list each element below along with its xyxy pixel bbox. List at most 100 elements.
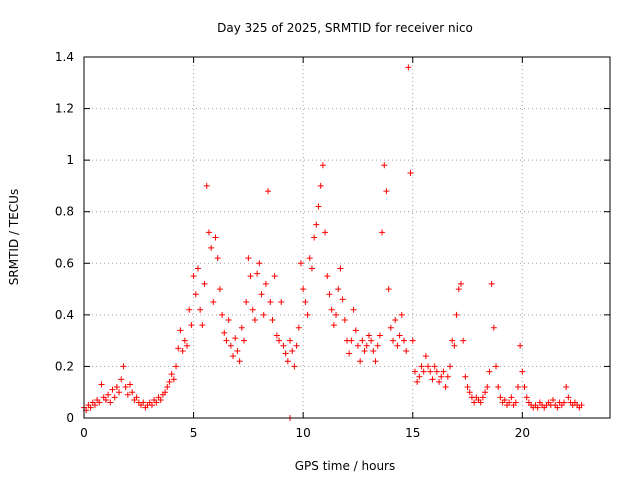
data-point — [280, 342, 287, 349]
data-point — [359, 337, 366, 344]
data-point — [457, 280, 464, 287]
y-tick-label: 0.8 — [55, 205, 74, 219]
data-point — [409, 337, 416, 344]
data-point — [219, 311, 226, 318]
data-point — [284, 358, 291, 365]
data-point — [322, 229, 329, 236]
data-point — [190, 273, 197, 280]
data-point — [308, 265, 315, 272]
data-point — [460, 337, 467, 344]
data-point — [453, 311, 460, 318]
data-point — [495, 384, 502, 391]
data-point — [348, 337, 355, 344]
data-point — [291, 363, 298, 370]
data-point — [243, 298, 250, 305]
data-point — [486, 368, 493, 375]
data-point — [560, 399, 567, 406]
y-tick-label: 0.6 — [55, 256, 74, 270]
data-point — [425, 363, 432, 370]
data-point — [416, 373, 423, 380]
y-tick-label: 0.4 — [55, 308, 74, 322]
data-point — [400, 337, 407, 344]
data-point — [477, 399, 484, 406]
data-point — [273, 332, 280, 339]
data-point — [333, 311, 340, 318]
data-point — [199, 322, 206, 329]
data-point — [271, 273, 278, 280]
data-point — [306, 255, 313, 262]
data-point — [120, 363, 127, 370]
data-point — [363, 342, 370, 349]
data-point — [357, 358, 364, 365]
data-point — [208, 244, 215, 251]
data-point — [91, 402, 98, 409]
data-point — [466, 389, 473, 396]
data-point — [438, 373, 445, 380]
data-point — [302, 298, 309, 305]
data-point — [462, 373, 469, 380]
data-point — [427, 368, 434, 375]
data-point — [361, 347, 368, 354]
data-point — [352, 327, 359, 334]
data-point — [493, 363, 500, 370]
data-point — [251, 317, 258, 324]
data-point — [225, 317, 232, 324]
data-point — [390, 337, 397, 344]
data-point — [87, 404, 94, 411]
data-point — [214, 255, 221, 262]
data-point — [433, 368, 440, 375]
grid-lines — [84, 57, 610, 418]
data-point — [157, 396, 164, 403]
data-point — [431, 363, 438, 370]
data-point — [315, 203, 322, 210]
data-point — [506, 399, 513, 406]
data-point — [201, 280, 208, 287]
data-point — [230, 353, 237, 360]
data-point — [105, 391, 112, 398]
data-point — [420, 368, 427, 375]
x-tick-label: 15 — [405, 426, 420, 440]
data-point — [240, 337, 247, 344]
x-tick-label: 0 — [80, 426, 88, 440]
data-point — [519, 368, 526, 375]
data-point — [127, 381, 134, 388]
data-point — [517, 342, 524, 349]
data-point — [232, 335, 239, 342]
data-point — [488, 280, 495, 287]
data-point — [387, 324, 394, 331]
data-point — [436, 378, 443, 385]
data-point — [223, 337, 230, 344]
data-point — [98, 381, 105, 388]
data-point — [175, 345, 182, 352]
data-point — [407, 170, 414, 177]
x-tick-label: 20 — [515, 426, 530, 440]
data-point — [418, 363, 425, 370]
data-point — [521, 384, 528, 391]
data-point — [311, 234, 318, 241]
data-point — [471, 399, 478, 406]
data-point — [227, 342, 234, 349]
data-point — [464, 384, 471, 391]
axis-ticks — [83, 56, 610, 419]
data-point — [350, 306, 357, 313]
data-point — [403, 347, 410, 354]
data-point — [118, 376, 125, 383]
data-point — [455, 286, 462, 293]
data-point — [236, 358, 243, 365]
data-point — [262, 280, 269, 287]
data-point — [514, 384, 521, 391]
data-point — [148, 402, 155, 409]
data-point — [447, 363, 454, 370]
data-point — [381, 162, 388, 169]
data-point — [335, 286, 342, 293]
data-point — [354, 342, 361, 349]
plot-frame — [83, 56, 611, 419]
data-point — [247, 273, 254, 280]
data-point — [203, 182, 210, 189]
data-point — [181, 337, 188, 344]
data-point — [276, 337, 283, 344]
data-point — [260, 311, 267, 318]
y-tick-label: 1 — [66, 153, 74, 167]
data-point — [113, 384, 120, 391]
